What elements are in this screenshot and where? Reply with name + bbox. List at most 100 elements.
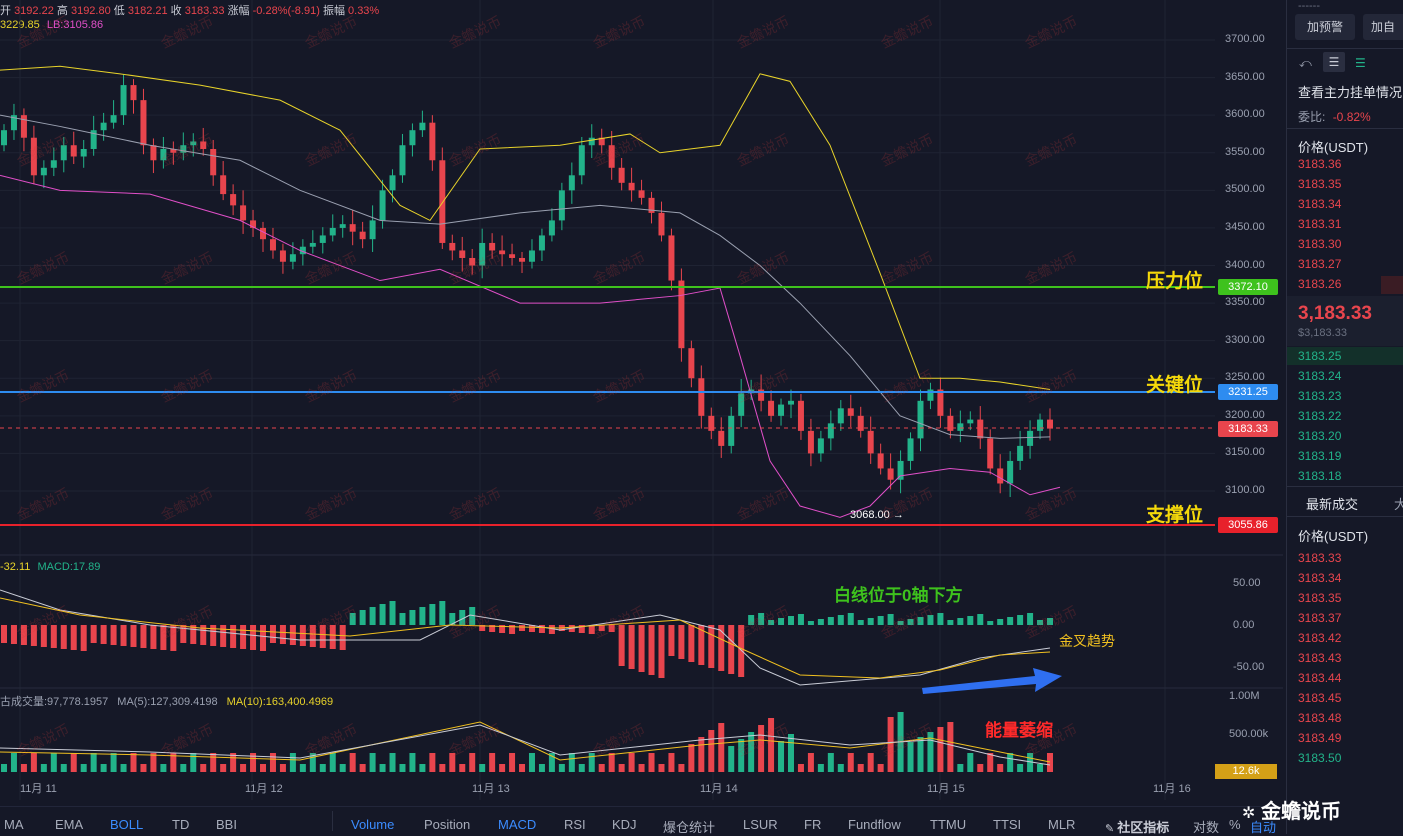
trade-price: 3183.37 [1298,611,1342,625]
orderbook-title[interactable]: 查看主力挂单情况 [1298,85,1403,100]
indicator-td[interactable]: TD [172,817,190,832]
volume-bar [20,764,27,772]
ask-price: 3183.26 [1298,277,1342,291]
chart-area[interactable]: 开 3192.22 高 3192.80 低 3182.21 收 3183.33 … [0,0,1283,806]
candle-body [50,160,57,168]
candle-body [1017,445,1024,461]
macd-bar [987,621,994,625]
auto-button[interactable]: 自动 [1250,820,1277,835]
indicator-sub-9[interactable]: TTMU [930,817,967,832]
panel-divider [1287,48,1403,49]
candle-body [469,257,476,266]
volume-bar [688,744,695,772]
macd-bar [120,625,127,646]
percent-button[interactable]: % [1229,817,1241,832]
add-self-button[interactable]: 加自 [1363,14,1403,40]
candle-body [240,205,247,221]
candle-body [578,145,585,176]
indicator-sub-10[interactable]: TTSI [993,817,1022,832]
volume-bar [449,753,456,772]
volume-bar [499,764,506,772]
candle-body [20,115,27,138]
volume-bar [807,753,814,772]
volume-tick: 500.00k [1229,728,1269,740]
ask-price: 3183.30 [1298,237,1342,251]
volume-bar [987,753,994,772]
indicator-boll[interactable]: BOLL [110,817,144,832]
price-tick: 3100.00 [1225,484,1265,496]
candle-body [1047,419,1053,429]
volume-bar [548,753,555,772]
macd-bar [230,625,237,648]
volume-bar [867,753,874,772]
volume-bar [758,725,765,772]
macd-bar [648,625,655,675]
indicator-sub-8[interactable]: Fundflow [848,817,901,832]
boll-lb-value: LB:3105.86 [46,19,104,31]
trade-price: 3183.33 [1298,551,1342,565]
indicator-ma[interactable]: MA [4,817,24,832]
volume-info: 古成交量:97,778.1957 MA(5):127,309.4198 MA(1… [0,693,333,709]
indicator-sub-7[interactable]: FR [804,817,822,832]
candle-body [538,235,545,251]
indicator-sub-4[interactable]: KDJ [612,817,637,832]
orderbook-both-icon[interactable]: ⤺ [1299,56,1312,70]
macd-bar [728,625,735,674]
candle-body [449,242,456,251]
volume-bar [289,753,296,772]
candle-body [787,400,794,405]
volume-bar [568,753,575,772]
volume-bar [10,753,17,772]
brand-name: 金蟾说币 [1260,801,1341,823]
community-indicator-button[interactable]: ✎ 社区指标 [1105,817,1169,836]
macd-bar [538,625,545,633]
volume-bar [409,753,416,772]
indicator-sub-6[interactable]: LSUR [743,817,778,832]
tab-latest-trades[interactable]: 最新成交 [1306,497,1359,512]
volume-bar [170,753,177,772]
time-tick: 11月 13 [472,783,510,795]
candle-body [1027,430,1034,446]
log-scale-button[interactable]: 对数 [1193,820,1220,835]
volume-bar [100,764,107,772]
annotation-energy: 能量萎缩 [985,721,1053,740]
volume-bar [329,753,336,772]
bid-price: 3183.19 [1298,449,1342,463]
orderbook-asks-icon[interactable]: ☰ [1323,52,1345,72]
volume-bar [90,753,97,772]
trades-price-header: 价格(USDT) [1298,529,1369,544]
candle-body [1,130,7,146]
indicator-sub-5[interactable]: 爆仓统计 [663,820,716,835]
indicator-sub-1[interactable]: Position [424,817,471,832]
indicator-ema[interactable]: EMA [55,817,84,832]
boll-lower-line [0,174,1061,518]
macd-bar [519,625,526,631]
volume-bar [269,753,276,772]
orderbook-bids-icon[interactable]: ☰ [1355,56,1366,70]
volume-bar [150,753,157,772]
trade-price: 3183.44 [1298,671,1342,685]
indicator-sub-3[interactable]: RSI [564,817,586,832]
volume-bar [857,764,864,772]
candle-body [778,404,785,416]
indicator-bbi[interactable]: BBI [216,817,237,832]
macd-bar [1,625,7,643]
candle-body [957,423,964,431]
tab-large-trades[interactable]: 大 [1394,497,1403,512]
macd-bar [1017,615,1024,625]
macd-value: MACD:17.89 [37,561,101,573]
macd-bar [718,625,725,671]
macd-bar [150,625,157,649]
indicator-sub-2[interactable]: MACD [498,817,537,832]
volume-bar [260,764,267,772]
indicator-sub-11[interactable]: MLR [1048,817,1076,832]
add-alert-button[interactable]: 加预警 [1295,14,1355,40]
volume-bar [489,753,496,772]
macd-bar [299,625,306,646]
time-tick: 11月 15 [927,783,965,795]
trade-price: 3183.35 [1298,591,1342,605]
indicator-sub-0[interactable]: Volume [351,817,395,832]
volume-bar [439,764,446,772]
macd-bar [369,607,376,625]
volume-bar [120,764,127,772]
